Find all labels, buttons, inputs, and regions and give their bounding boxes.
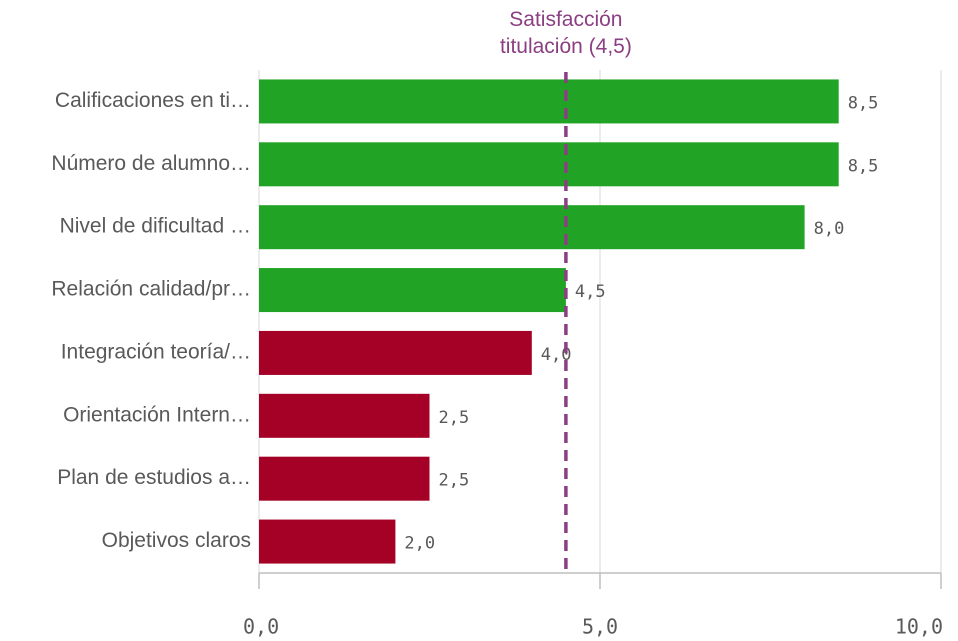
y-tick-label: Calificaciones en ti… [55, 89, 251, 112]
y-tick-label: Relación calidad/pr… [51, 278, 251, 301]
y-tick-label: Objetivos claros [102, 529, 251, 552]
bar [259, 393, 430, 438]
bar [259, 142, 839, 187]
y-tick-label: Número de alumno… [51, 152, 251, 175]
reference-label: Satisfacción titulación (4,5) [499, 8, 632, 58]
x-tick-label: 5,0 [582, 615, 618, 639]
y-tick-label: Nivel de dificultad … [60, 215, 251, 238]
x-tick-label: 0,0 [243, 615, 279, 639]
bar [259, 79, 839, 124]
x-tick-label: 10,0 [895, 615, 943, 639]
y-tick-label: Plan de estudios a… [57, 466, 251, 489]
bar [259, 456, 430, 501]
value-label: 8,0 [814, 219, 845, 239]
value-label: 8,5 [848, 93, 879, 113]
value-label: 2,5 [439, 408, 470, 428]
bar [259, 519, 396, 564]
y-tick-label: Orientación Intern… [63, 403, 251, 426]
value-label: 2,0 [404, 534, 435, 554]
value-label: 8,5 [848, 156, 879, 176]
bar [259, 205, 805, 250]
bar [259, 330, 532, 375]
value-label: 2,5 [439, 471, 470, 491]
bar [259, 268, 566, 313]
value-label: 4,5 [575, 282, 606, 302]
y-tick-label: Integración teoría/… [61, 340, 251, 363]
value-label: 4,0 [541, 345, 572, 365]
